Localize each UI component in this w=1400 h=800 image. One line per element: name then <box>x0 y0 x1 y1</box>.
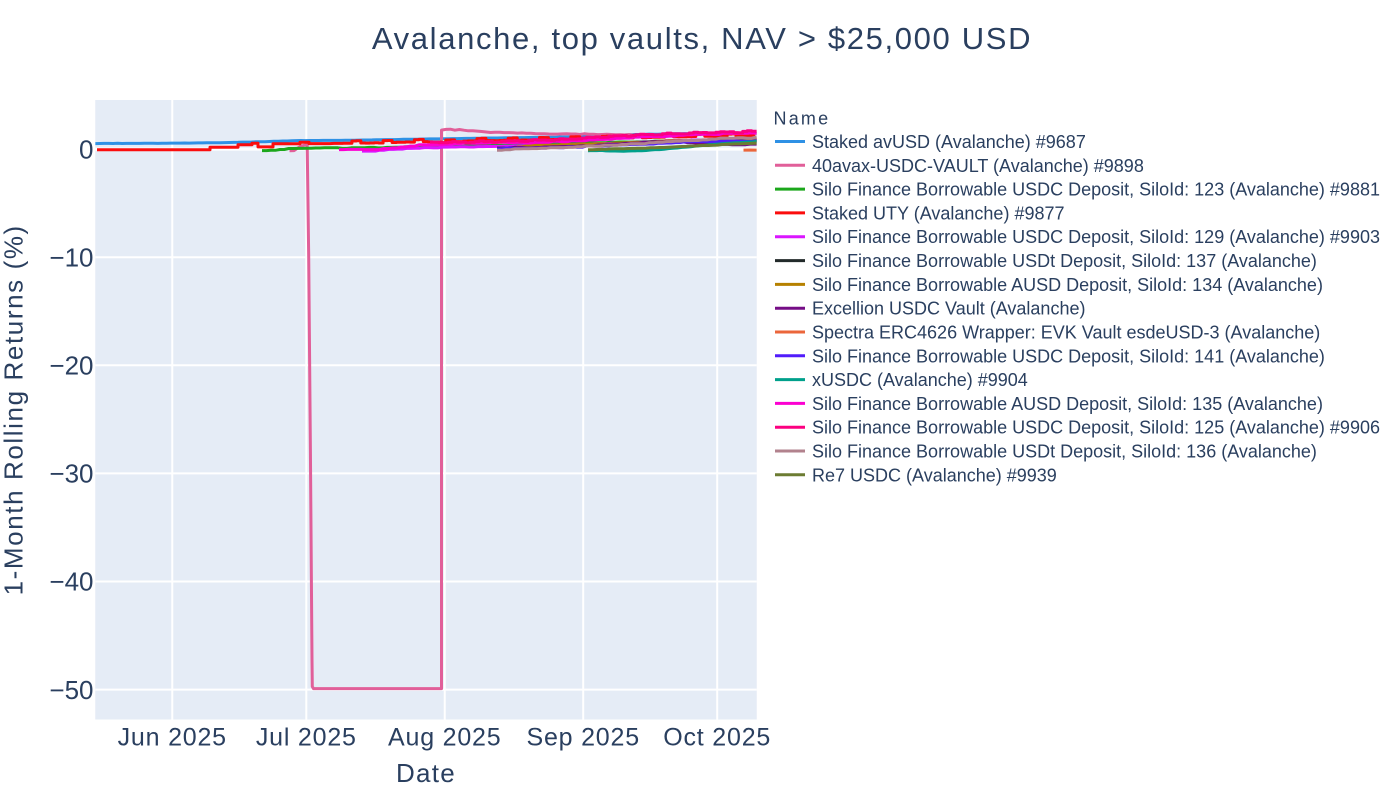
svg-text:Date: Date <box>396 758 456 788</box>
svg-text:Silo Finance Borrowable AUSD D: Silo Finance Borrowable AUSD Deposit, Si… <box>812 275 1323 295</box>
svg-text:Silo Finance Borrowable USDt D: Silo Finance Borrowable USDt Deposit, Si… <box>812 442 1317 462</box>
svg-text:xUSDC (Avalanche) #9904: xUSDC (Avalanche) #9904 <box>812 370 1028 390</box>
svg-text:Silo Finance Borrowable USDC D: Silo Finance Borrowable USDC Deposit, Si… <box>812 180 1380 200</box>
svg-text:40avax-USDC-VAULT (Avalanche): 40avax-USDC-VAULT (Avalanche) #9898 <box>812 156 1144 176</box>
svg-text:Silo Finance Borrowable USDC D: Silo Finance Borrowable USDC Deposit, Si… <box>812 418 1380 438</box>
svg-text:Excellion USDC Vault (Avalanch: Excellion USDC Vault (Avalanche) <box>812 299 1085 319</box>
svg-text:Silo Finance Borrowable USDC D: Silo Finance Borrowable USDC Deposit, Si… <box>812 346 1325 366</box>
svg-text:Silo Finance Borrowable USDC D: Silo Finance Borrowable USDC Deposit, Si… <box>812 227 1380 247</box>
svg-text:Oct 2025: Oct 2025 <box>663 723 771 751</box>
svg-text:−10: −10 <box>49 242 93 272</box>
svg-text:Silo Finance Borrowable AUSD D: Silo Finance Borrowable AUSD Deposit, Si… <box>812 394 1323 414</box>
svg-text:Staked avUSD (Avalanche) #9687: Staked avUSD (Avalanche) #9687 <box>812 132 1086 152</box>
svg-text:Jun 2025: Jun 2025 <box>118 723 227 751</box>
svg-text:1-Month Rolling Returns (%): 1-Month Rolling Returns (%) <box>0 224 29 595</box>
svg-text:Silo Finance Borrowable USDt D: Silo Finance Borrowable USDt Deposit, Si… <box>812 251 1317 271</box>
svg-text:Re7 USDC (Avalanche) #9939: Re7 USDC (Avalanche) #9939 <box>812 465 1057 485</box>
svg-text:Spectra ERC4626 Wrapper: EVK V: Spectra ERC4626 Wrapper: EVK Vault esdeU… <box>812 323 1320 343</box>
svg-text:Jul 2025: Jul 2025 <box>256 723 357 751</box>
svg-text:−40: −40 <box>49 567 93 597</box>
svg-text:−20: −20 <box>49 351 93 381</box>
svg-text:Name: Name <box>774 109 831 129</box>
svg-text:Staked UTY (Avalanche) #9877: Staked UTY (Avalanche) #9877 <box>812 203 1065 223</box>
svg-text:−30: −30 <box>49 459 93 489</box>
svg-text:0: 0 <box>79 134 93 164</box>
svg-text:−50: −50 <box>49 675 93 705</box>
svg-text:Avalanche, top vaults, NAV > $: Avalanche, top vaults, NAV > $25,000 USD <box>372 21 1032 56</box>
svg-text:Aug 2025: Aug 2025 <box>388 723 501 751</box>
svg-text:Sep 2025: Sep 2025 <box>526 723 639 751</box>
